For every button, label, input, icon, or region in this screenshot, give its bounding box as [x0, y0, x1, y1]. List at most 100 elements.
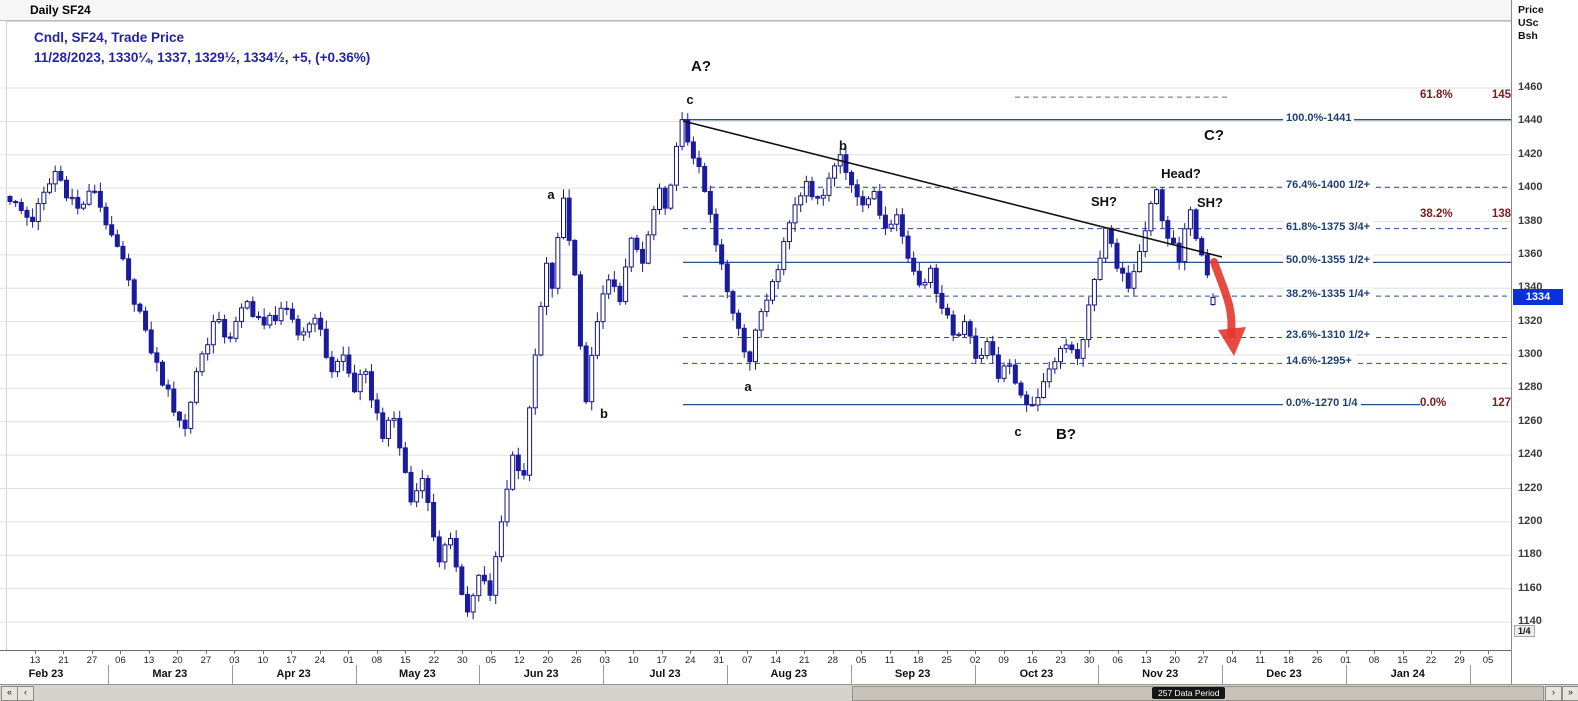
candle-body: [97, 190, 103, 208]
candle-body: [877, 190, 883, 216]
candle-body: [1187, 209, 1193, 230]
day-tick-mark: [1345, 651, 1347, 654]
day-tick-mark: [262, 651, 264, 654]
candle-body: [261, 316, 267, 326]
x-axis-day-tick: 24: [684, 655, 696, 666]
y-axis-tick: 1360: [1518, 247, 1543, 260]
day-tick-mark: [690, 651, 692, 654]
candle-body: [967, 321, 973, 337]
candle-body: [973, 335, 979, 359]
day-tick-mark: [35, 651, 36, 654]
candle-body: [623, 266, 629, 303]
day-tick-mark: [376, 651, 378, 654]
candle-body: [1120, 267, 1126, 274]
candle-body: [92, 190, 98, 193]
candle-body: [199, 353, 205, 373]
candle-body: [747, 351, 753, 363]
candle-body: [662, 187, 668, 209]
candle-body: [905, 235, 911, 259]
x-axis-day-tick: 08: [1368, 655, 1380, 666]
candle-body: [58, 170, 64, 181]
candle-body: [30, 216, 36, 222]
day-tick-mark: [576, 651, 578, 654]
legend-quote-line: 11/28/2023, 1330¼, 1337, 1329½, 1334½, +…: [34, 50, 371, 65]
candle-body: [724, 263, 730, 293]
y-axis-tick: 1200: [1518, 514, 1543, 527]
candle-body: [1114, 242, 1120, 269]
x-axis-day-tick: 03: [599, 655, 611, 666]
day-tick-mark: [633, 651, 635, 654]
data-period-label: 257 Data Period: [1152, 687, 1226, 699]
x-axis-month-label: Dec 23: [1266, 668, 1302, 680]
x-axis-day-tick: 31: [713, 655, 725, 666]
candle-body: [1125, 272, 1131, 289]
day-tick-mark: [1402, 651, 1404, 654]
candle-body: [849, 171, 855, 186]
candle-body: [52, 170, 58, 185]
candle-body: [527, 407, 533, 476]
y-axis-tick: 1420: [1518, 147, 1543, 160]
candle-body: [47, 183, 53, 193]
candle-body: [131, 279, 137, 305]
scroll-far-left-button[interactable]: «: [1, 686, 18, 701]
y-axis-tick: 1440: [1518, 114, 1543, 127]
candle-body: [442, 544, 448, 563]
x-axis-day-tick: 05: [1482, 655, 1494, 666]
y-axis-tick: 1380: [1518, 214, 1543, 227]
candle-body: [380, 412, 386, 439]
fraction-marker: 1/4: [1514, 625, 1535, 637]
candle-body: [769, 281, 775, 301]
axis-header-usc: USc: [1518, 17, 1539, 29]
day-tick-mark: [1003, 651, 1005, 654]
x-axis-day-tick: 13: [143, 655, 155, 666]
scroll-left-button[interactable]: ‹: [17, 686, 34, 701]
candle-body: [826, 177, 832, 196]
x-axis-day-tick: 27: [86, 655, 98, 666]
candle-body: [815, 196, 821, 199]
candle-body: [176, 411, 182, 421]
y-axis-tick: 1300: [1518, 348, 1543, 360]
x-axis-day-tick: 25: [941, 655, 952, 666]
candle-body: [493, 556, 499, 596]
candle-body: [205, 344, 211, 355]
descending-trendline: [682, 120, 1223, 258]
x-axis-day-tick: 11: [1255, 655, 1265, 666]
x-axis-month-label: Mar 23: [152, 668, 188, 680]
candle-body: [736, 312, 742, 329]
candle-body: [1029, 404, 1035, 407]
time-axis[interactable]: 13 21 27 06 13 20 27 03 10 17 24 01 08 15 22 30 05 12 20 26…: [0, 650, 1512, 685]
day-tick-mark: [747, 651, 749, 654]
last-price-badge: 1334: [1513, 289, 1563, 306]
candle-body: [730, 291, 736, 314]
candle-body: [476, 574, 482, 597]
x-axis-day-tick: 01: [1340, 655, 1351, 666]
candle-body: [425, 477, 431, 503]
candle-body: [69, 196, 75, 200]
y-axis-tick: 1280: [1518, 381, 1543, 394]
candle-body: [600, 293, 606, 323]
candle-body: [882, 214, 888, 229]
scroll-right-button[interactable]: ›: [1545, 686, 1562, 701]
x-axis-day-tick: 22: [1425, 655, 1437, 666]
month-separator: [355, 665, 357, 685]
day-tick-mark: [918, 651, 920, 654]
legend-series-line: Cndl, SF24, Trade Price: [34, 30, 185, 45]
candle-body: [250, 301, 256, 317]
candle-body: [18, 201, 24, 211]
x-axis-day-tick: 18: [1283, 655, 1294, 666]
scroll-far-right-button[interactable]: »: [1562, 686, 1578, 701]
x-axis-month-label: Nov 23: [1142, 668, 1179, 680]
day-tick-mark: [1288, 651, 1290, 654]
x-axis-month-label: Aug 23: [770, 668, 808, 680]
candle-body: [560, 197, 566, 239]
price-axis[interactable]: Price USc Bsh 1334 1/4 1460 1440 1420 1400 1…: [1511, 0, 1578, 684]
candle-body: [368, 371, 374, 401]
day-tick-mark: [1487, 651, 1489, 654]
candle-body: [521, 470, 527, 476]
candle-body: [414, 490, 420, 503]
day-tick-mark: [1231, 651, 1233, 654]
candle-body: [464, 593, 470, 613]
horizontal-scrollbar[interactable]: « ‹ 257 Data Period › »: [0, 684, 1578, 701]
x-axis-day-tick: 12: [514, 655, 525, 666]
